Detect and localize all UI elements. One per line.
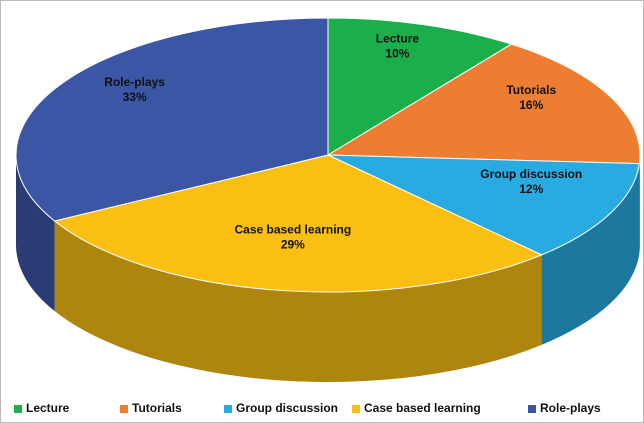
legend-label: Tutorials: [132, 401, 182, 415]
slice-label: Case based learning: [234, 223, 351, 237]
legend-label: Group discussion: [236, 401, 338, 415]
legend-label: Case based learning: [364, 401, 481, 415]
legend-label: Role-plays: [540, 401, 601, 415]
legend-swatch: [14, 405, 22, 413]
slice-side: [54, 221, 542, 383]
slice: [15, 17, 329, 222]
slice-value-label: 29%: [281, 238, 305, 252]
legend-swatch: [352, 405, 360, 413]
slice-value-label: 10%: [385, 46, 409, 60]
slice: [326, 43, 641, 165]
legend-swatch: [528, 405, 536, 413]
slice-label: Group discussion: [480, 167, 582, 181]
slice-side: [639, 155, 640, 254]
slice-value-label: 12%: [519, 182, 543, 196]
legend-label: Lecture: [26, 401, 70, 415]
slice-value-label: 33%: [123, 90, 147, 104]
slice-label: Tutorials: [506, 83, 556, 97]
legend-swatch: [120, 405, 128, 413]
legend-swatch: [224, 405, 232, 413]
slice-side: [16, 155, 55, 312]
slice-value-label: 16%: [519, 98, 543, 112]
slice: [327, 17, 513, 156]
slice: [327, 154, 640, 256]
slice: [53, 154, 543, 293]
slice-label: Role-plays: [104, 75, 165, 89]
slice-label: Lecture: [376, 31, 420, 45]
